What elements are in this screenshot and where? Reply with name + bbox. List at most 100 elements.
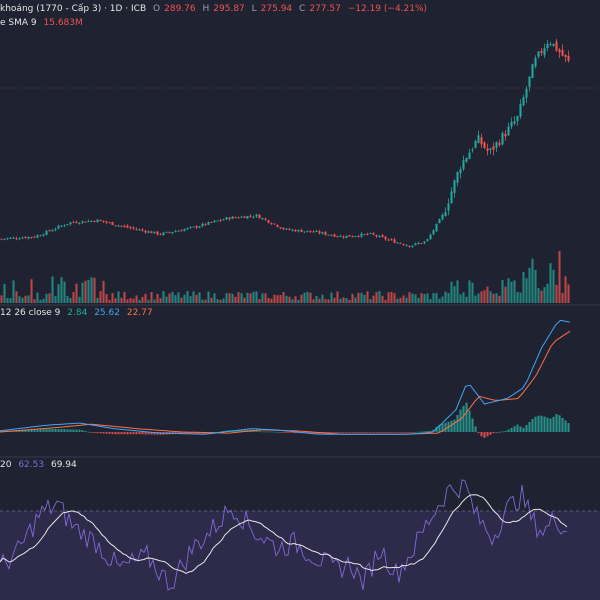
candle-body xyxy=(243,216,246,218)
macd-histogram-bar xyxy=(78,429,81,432)
candle-body xyxy=(381,235,384,238)
volume-bar xyxy=(498,295,501,303)
volume-bar xyxy=(513,280,516,303)
candle-body xyxy=(105,221,108,223)
macd-histogram-bar xyxy=(267,431,270,433)
candle-body xyxy=(558,49,561,53)
candle-body xyxy=(204,223,207,225)
candle-body xyxy=(390,239,393,241)
candle-body xyxy=(210,221,213,223)
volume-bar xyxy=(78,296,81,303)
volume-bar xyxy=(531,258,534,303)
volume-bar xyxy=(36,292,39,303)
macd-histogram-bar xyxy=(111,432,114,435)
candle-body xyxy=(399,242,402,244)
volume-bar xyxy=(177,292,180,303)
candle-body xyxy=(450,191,453,204)
candle-body xyxy=(147,231,150,233)
macd-histogram-bar xyxy=(327,432,330,433)
candle-body xyxy=(162,232,165,236)
candle-body xyxy=(27,236,30,239)
candle-body xyxy=(240,216,243,218)
candle-body xyxy=(138,229,141,231)
macd-histogram-bar xyxy=(525,424,528,432)
candle-body xyxy=(339,235,342,237)
candle-body xyxy=(468,152,471,160)
macd-histogram-bar xyxy=(438,424,441,432)
candle-body xyxy=(39,235,42,237)
volume-bar xyxy=(516,292,519,303)
volume-bar xyxy=(135,295,138,303)
macd-histogram-bar xyxy=(153,432,156,435)
volume-bar xyxy=(306,291,309,303)
macd-histogram-bar xyxy=(456,415,459,432)
volume-bar xyxy=(444,291,447,303)
candle-body xyxy=(75,221,78,224)
macd-histogram-bar xyxy=(480,432,483,437)
macd-histogram-bar xyxy=(63,429,66,432)
macd-histogram-bar xyxy=(30,429,33,432)
volume-bar xyxy=(288,296,291,303)
volume-bar xyxy=(258,299,261,303)
candle-body xyxy=(165,231,168,233)
volume-bar xyxy=(159,298,162,303)
candle-body xyxy=(474,140,477,148)
macd-histogram-bar xyxy=(498,431,501,433)
volume-bar xyxy=(312,299,315,303)
candle-body xyxy=(132,227,135,229)
candle-body xyxy=(318,231,321,234)
volume-bar xyxy=(441,296,444,303)
symbol-title[interactable]: khoáng (1770 - Cấp 3) · 1D · ICB xyxy=(0,4,147,14)
candle-body xyxy=(456,172,459,183)
volume-bar xyxy=(18,296,21,303)
macd-histogram-bar xyxy=(540,415,543,432)
candle-body xyxy=(111,221,114,226)
macd-histogram-bar xyxy=(507,429,510,432)
macd-histogram-bar xyxy=(234,430,237,432)
candle-body xyxy=(87,220,90,222)
volume-bar xyxy=(366,291,369,303)
volume-bar xyxy=(381,295,384,303)
candle-body xyxy=(420,243,423,245)
volume-bar xyxy=(243,297,246,303)
macd-histogram-bar xyxy=(27,429,30,432)
candle-body xyxy=(324,231,327,235)
macd-histogram-bar xyxy=(276,431,279,433)
volume-bar xyxy=(552,269,555,303)
volume-bar xyxy=(261,293,264,303)
volume-bar xyxy=(351,293,354,303)
volume-bar xyxy=(492,293,495,303)
candle-body xyxy=(369,232,372,234)
macd-histogram-bar xyxy=(429,430,432,432)
volume-bar xyxy=(369,299,372,303)
macd-histogram-bar xyxy=(390,432,393,433)
macd-histogram-bar xyxy=(357,432,360,433)
volume-bar xyxy=(204,299,207,303)
volume-bar xyxy=(174,295,177,303)
volume-bar xyxy=(459,294,462,303)
open-value: 289.76 xyxy=(164,4,196,14)
volume-bar xyxy=(54,296,57,303)
candle-body xyxy=(552,43,555,46)
volume-bar xyxy=(405,297,408,303)
volume-bar xyxy=(276,295,279,303)
volume-bar xyxy=(357,292,360,303)
volume-bar xyxy=(270,298,273,303)
candle-body xyxy=(543,48,546,56)
candle-body xyxy=(555,41,558,51)
macd-histogram-bar xyxy=(192,432,195,434)
candle-body xyxy=(438,218,441,224)
candle-body xyxy=(18,238,21,240)
macd-histogram-bar xyxy=(555,413,558,432)
macd-signal-value: 22.77 xyxy=(126,308,153,318)
volume-bar xyxy=(342,297,345,303)
volume-bar xyxy=(468,280,471,303)
volume-bar xyxy=(249,293,252,303)
volume-bar xyxy=(123,291,126,303)
candle-body xyxy=(429,234,432,239)
volume-sma-value: 15.683M xyxy=(43,18,83,28)
candle-body xyxy=(294,229,297,232)
volume-bar xyxy=(81,282,84,303)
